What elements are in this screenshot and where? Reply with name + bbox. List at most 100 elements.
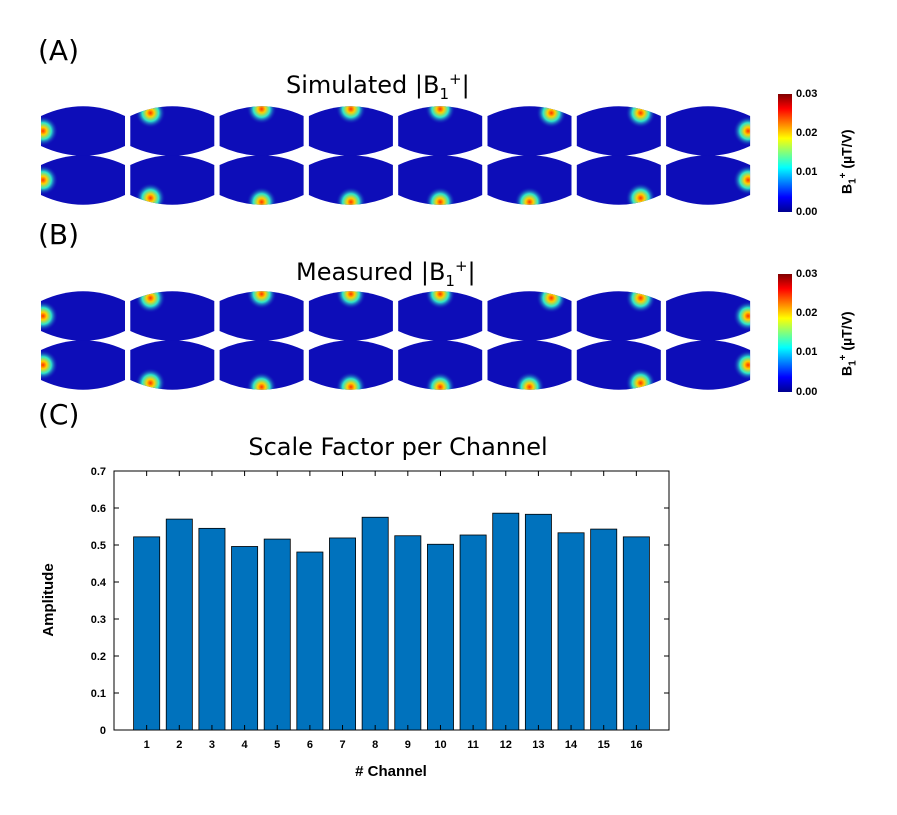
- field-map-slice: [308, 106, 393, 156]
- field-hotspot: [246, 291, 277, 309]
- field-map-slice: [398, 106, 483, 156]
- x-tick-label: 14: [565, 739, 578, 751]
- x-tick-label: 16: [630, 739, 642, 751]
- field-map-slice: [41, 340, 125, 390]
- simulated-title-end: |: [461, 71, 470, 99]
- field-map-slice: [666, 340, 751, 390]
- colorbar-b-tick-0: 0.03: [796, 268, 818, 280]
- x-tick-label: 13: [532, 739, 544, 751]
- field-hotspot: [625, 291, 656, 313]
- field-hotspot: [625, 183, 656, 205]
- field-map-slice: [41, 106, 125, 156]
- x-axis-ticks: 1 2 3 4 5 6 7 8 9 10 11 12 13 14 15 16: [144, 471, 642, 751]
- field-hotspot: [625, 106, 656, 128]
- field-hotspot: [246, 106, 277, 124]
- field-hotspot: [514, 187, 545, 205]
- x-tick-label: 10: [434, 739, 446, 751]
- field-map-slice: [219, 340, 304, 390]
- field-hotspot: [41, 165, 58, 195]
- bar-channel-3: [198, 527, 226, 731]
- bar-channel-11: [459, 534, 487, 731]
- y-tick-label: 0.6: [91, 503, 106, 515]
- field-hotspot: [246, 187, 277, 205]
- bar-channel-7: [329, 537, 356, 731]
- panel-c-label: (C): [38, 398, 80, 431]
- simulated-title: Simulated |B1+|: [286, 70, 470, 103]
- colorbar-b: [778, 274, 792, 392]
- field-map-slice: [487, 106, 572, 156]
- colorbar-a-gradient: [778, 94, 792, 212]
- field-hotspot: [425, 372, 456, 390]
- x-tick-label: 5: [274, 739, 280, 751]
- field-hotspot: [514, 372, 545, 390]
- bar-channel-5: [263, 538, 291, 731]
- field-map-slice: [308, 340, 393, 390]
- field-map-slice: [576, 106, 661, 156]
- bar-channel-1: [133, 536, 161, 731]
- field-hotspot: [135, 368, 166, 390]
- field-hotspot: [41, 350, 58, 380]
- field-map-slice: [219, 291, 304, 341]
- field-map-slice: [487, 155, 572, 205]
- bar-channel-9: [394, 535, 422, 731]
- field-map-slice: [130, 291, 215, 341]
- x-tick-label: 3: [209, 739, 215, 751]
- field-hotspot: [733, 350, 751, 380]
- panel-b-label: (B): [38, 218, 80, 251]
- field-map-slice: [487, 340, 572, 390]
- x-axis-label: # Channel: [355, 763, 427, 780]
- y-tick-label: 0.4: [91, 577, 107, 589]
- field-hotspot: [425, 291, 456, 309]
- colorbar-a-tick-0: 0.03: [796, 88, 818, 100]
- field-hotspot: [335, 372, 366, 390]
- simulated-title-sub: 1: [439, 84, 450, 103]
- field-hotspot: [335, 187, 366, 205]
- simulated-title-sup: +: [449, 70, 462, 88]
- field-hotspot: [733, 301, 751, 331]
- y-axis-ticks: 0 0.1 0.2 0.3 0.4 0.5 0.6 0.7: [91, 466, 669, 737]
- field-hotspot: [733, 165, 751, 195]
- bar-channel-16: [622, 536, 650, 731]
- simulated-title-text: Simulated |B: [286, 71, 440, 99]
- plot-area: [113, 470, 670, 731]
- field-hotspot: [41, 116, 58, 146]
- x-tick-label: 8: [372, 739, 378, 751]
- x-tick-label: 9: [405, 739, 411, 751]
- field-map-slice: [666, 155, 751, 205]
- field-map-slice: [41, 291, 125, 341]
- bar-channel-13: [524, 513, 552, 731]
- field-hotspot: [335, 291, 366, 309]
- x-tick-label: 15: [598, 739, 610, 751]
- x-tick-label: 12: [500, 739, 512, 751]
- field-map-slice: [666, 106, 751, 156]
- colorbar-b-tick-2: 0.01: [796, 346, 818, 358]
- x-tick-label: 11: [467, 739, 479, 751]
- field-hotspot: [41, 301, 58, 331]
- bar-channel-6: [296, 551, 324, 731]
- measured-title: Measured |B1+|: [296, 257, 476, 290]
- colorbar-b-tick-1: 0.02: [796, 307, 818, 319]
- y-tick-label: 0: [100, 725, 106, 737]
- bar-channel-12: [492, 512, 520, 731]
- field-map-slice: [130, 340, 215, 390]
- bar-channel-14: [557, 532, 585, 731]
- field-hotspot: [135, 291, 166, 313]
- field-map-slice: [130, 106, 215, 156]
- field-map-slice: [398, 291, 483, 341]
- field-map-slice: [308, 155, 393, 205]
- field-map-slice: [219, 155, 304, 205]
- field-map-slice: [398, 155, 483, 205]
- colorbar-a-tick-1: 0.02: [796, 127, 818, 139]
- panel-a-label: (A): [38, 34, 80, 67]
- field-hotspot: [425, 106, 456, 124]
- field-hotspot: [625, 368, 656, 390]
- field-map-slice: [666, 291, 751, 341]
- bar-channel-10: [427, 543, 454, 731]
- y-tick-label: 0.3: [91, 614, 106, 626]
- x-tick-label: 6: [307, 739, 313, 751]
- measured-title-text: Measured |B: [296, 258, 446, 286]
- field-maps: [41, 106, 751, 390]
- field-map-slice: [130, 155, 215, 205]
- measured-title-sup: +: [454, 257, 468, 275]
